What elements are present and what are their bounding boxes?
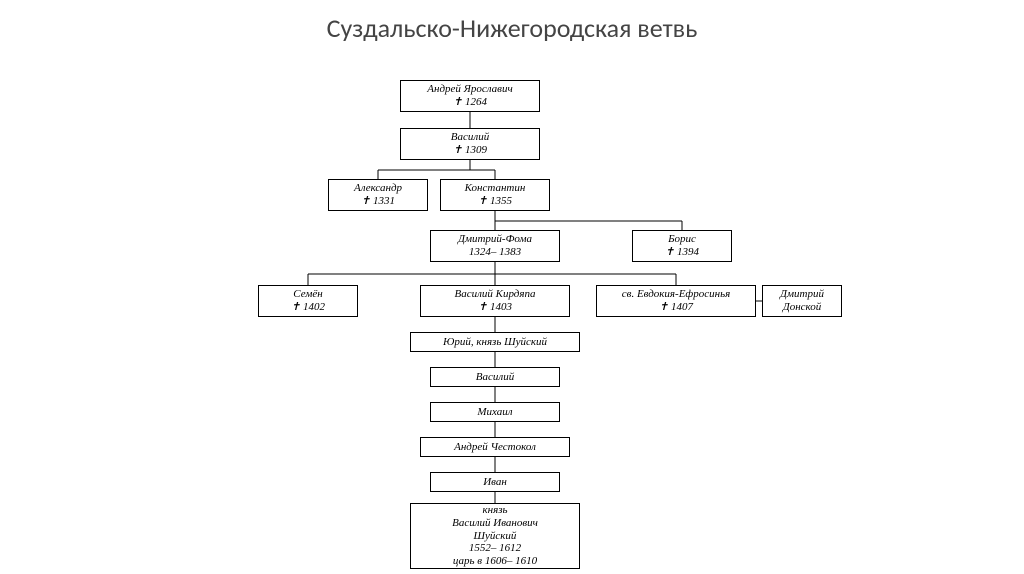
tree-node: Андрей Честокол <box>420 437 570 457</box>
tree-node: Иван <box>430 472 560 492</box>
tree-node: Василий✝ 1309 <box>400 128 540 160</box>
tree-node-label: Иван <box>435 476 555 489</box>
tree-node-label: Василий Иванович <box>415 517 575 530</box>
tree-node-label: Василий Кирдяпа <box>425 288 565 301</box>
tree-node-label: Василий <box>435 371 555 384</box>
tree-node-label: ✝ 1394 <box>637 246 727 259</box>
tree-node-label: Дмитрий-Фома <box>435 233 555 246</box>
tree-node: Василий <box>430 367 560 387</box>
page-title: Суздальско-Нижегородская ветвь <box>0 12 1024 44</box>
diagram-canvas: Суздальско-Нижегородская ветвь Андрей Яр… <box>0 0 1024 574</box>
tree-node-label: царь в 1606– 1610 <box>415 555 575 568</box>
tree-node-label: Дмитрий <box>767 288 837 301</box>
tree-node: Михаил <box>430 402 560 422</box>
tree-node-label: Донской <box>767 301 837 314</box>
tree-node: св. Евдокия-Ефросинья✝ 1407 <box>596 285 756 317</box>
tree-node-label: ✝ 1355 <box>445 195 545 208</box>
tree-node-label: Шуйский <box>415 530 575 543</box>
tree-node: Андрей Ярославич✝ 1264 <box>400 80 540 112</box>
tree-node-label: ✝ 1264 <box>405 96 535 109</box>
tree-node-label: Юрий, князь Шуйский <box>415 336 575 349</box>
tree-node: Юрий, князь Шуйский <box>410 332 580 352</box>
tree-node: Дмитрий-Фома1324– 1383 <box>430 230 560 262</box>
tree-node-label: 1552– 1612 <box>415 542 575 555</box>
tree-node: Александр✝ 1331 <box>328 179 428 211</box>
tree-node: Борис✝ 1394 <box>632 230 732 262</box>
tree-node-label: ✝ 1407 <box>601 301 751 314</box>
tree-node: Семён✝ 1402 <box>258 285 358 317</box>
tree-node-label: князь <box>415 504 575 517</box>
tree-node-label: Борис <box>637 233 727 246</box>
tree-node-label: Семён <box>263 288 353 301</box>
tree-node-label: Михаил <box>435 406 555 419</box>
tree-node-label: Василий <box>405 131 535 144</box>
tree-node-label: Андрей Честокол <box>425 441 565 454</box>
tree-node: Константин✝ 1355 <box>440 179 550 211</box>
tree-node: князьВасилий ИвановичШуйский1552– 1612ца… <box>410 503 580 569</box>
tree-node-label: ✝ 1331 <box>333 195 423 208</box>
tree-node-label: Андрей Ярославич <box>405 83 535 96</box>
tree-node-label: св. Евдокия-Ефросинья <box>601 288 751 301</box>
tree-node-label: ✝ 1403 <box>425 301 565 314</box>
tree-node-label: Константин <box>445 182 545 195</box>
tree-node: ДмитрийДонской <box>762 285 842 317</box>
tree-node-label: ✝ 1402 <box>263 301 353 314</box>
tree-node-label: 1324– 1383 <box>435 246 555 259</box>
tree-node-label: ✝ 1309 <box>405 144 535 157</box>
tree-node-label: Александр <box>333 182 423 195</box>
tree-node: Василий Кирдяпа✝ 1403 <box>420 285 570 317</box>
